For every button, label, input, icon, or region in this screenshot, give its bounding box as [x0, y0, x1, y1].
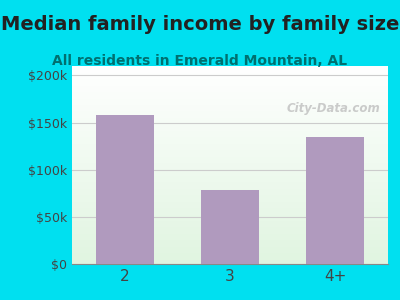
Bar: [306, 137, 364, 264]
Bar: [201, 190, 259, 264]
Text: Median family income by family size: Median family income by family size: [1, 15, 399, 34]
Text: City-Data.com: City-Data.com: [287, 102, 381, 115]
Bar: [96, 115, 154, 264]
Text: All residents in Emerald Mountain, AL: All residents in Emerald Mountain, AL: [52, 54, 348, 68]
